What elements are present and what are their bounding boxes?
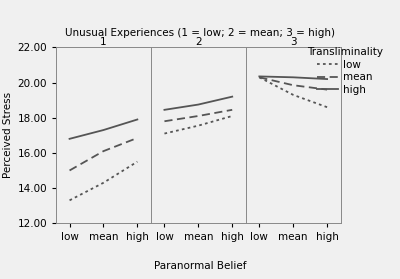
Text: Paranormal Belief: Paranormal Belief [154,261,246,271]
Text: Unusual Experiences (1 = low; 2 = mean; 3 = high): Unusual Experiences (1 = low; 2 = mean; … [65,28,335,38]
Title: 1: 1 [100,37,107,47]
Legend: low, mean, high: low, mean, high [307,47,383,95]
Title: 3: 3 [290,37,296,47]
Y-axis label: Perceived Stress: Perceived Stress [3,92,13,178]
Title: 2: 2 [195,37,202,47]
